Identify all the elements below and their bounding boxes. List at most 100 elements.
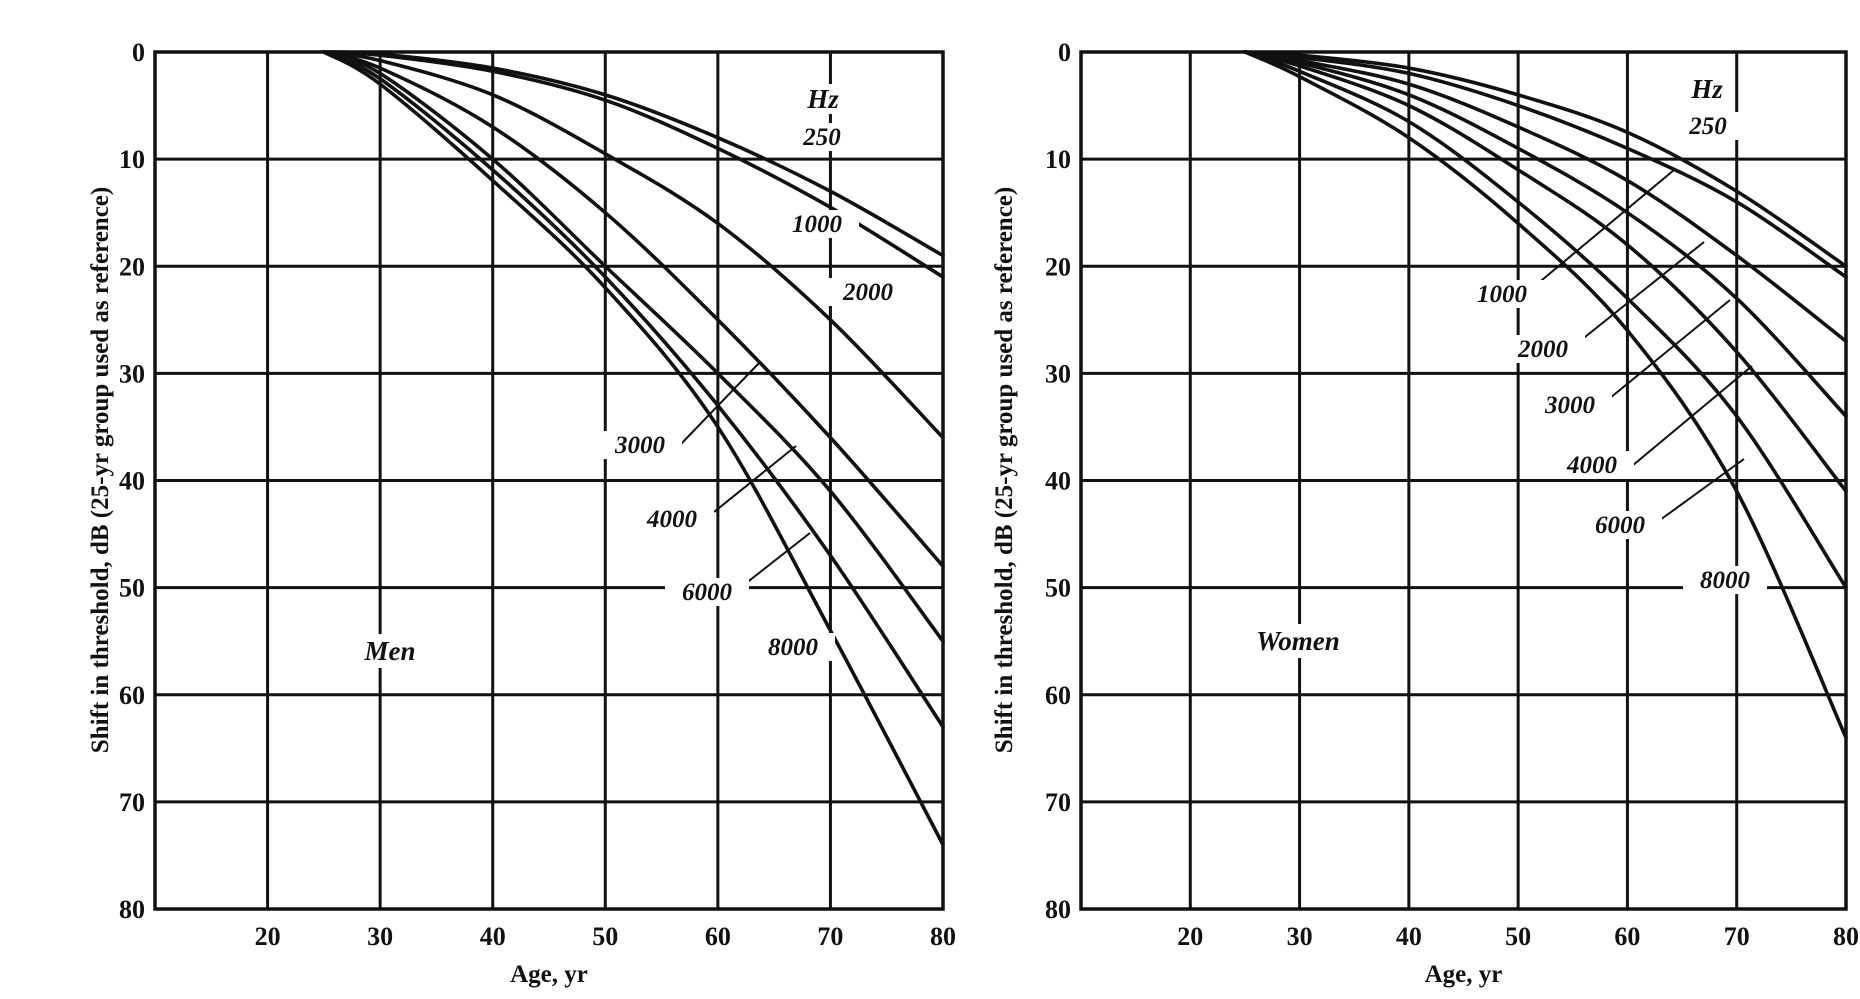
grid (155, 50, 945, 911)
y-axis-label: Shift in threshold, dB (25-yr group used… (87, 187, 114, 753)
series-label-4000: 4000 (646, 506, 698, 533)
series-line-3000-hz (1243, 50, 1848, 419)
chart-panel-women: 0 10 20 30 40 50 60 70 80 20 30 40 50 60 70 80 Age, yr Sh… (991, 38, 1859, 988)
y-tick-label: 70 (119, 788, 145, 817)
x-tick-label: 70 (817, 922, 843, 951)
leader-line (1659, 458, 1745, 521)
y-tick-label: 50 (119, 574, 145, 603)
x-tick-label: 40 (480, 922, 506, 951)
series-label-8000: 8000 (768, 634, 819, 661)
series-lines (1243, 50, 1848, 740)
x-tick-label: 50 (592, 922, 618, 951)
series-line-1000-hz (1243, 50, 1848, 279)
series-label-250: 250 (1688, 113, 1727, 140)
series-line-6000-hz (1243, 50, 1848, 590)
series-line-2000-hz (322, 50, 945, 440)
y-tick-label: 20 (119, 252, 145, 281)
x-tick-label: 20 (1177, 922, 1203, 951)
series-label-background (665, 578, 749, 606)
y-tick-label: 40 (1045, 467, 1071, 496)
x-tick-label: 80 (930, 922, 956, 951)
y-tick-label: 30 (119, 359, 145, 388)
leader-line (1529, 169, 1675, 291)
series-label-background (775, 210, 859, 238)
leader-line (1579, 241, 1705, 342)
series-line-6000-hz (322, 50, 945, 729)
series-label-6000: 6000 (1595, 512, 1646, 539)
series-label-background (826, 278, 910, 306)
x-tick-label: 50 (1505, 922, 1531, 951)
series-label-background (780, 123, 864, 151)
series-label-background (1460, 280, 1544, 308)
y-tick-label: 70 (1045, 788, 1071, 817)
leader-line (1631, 365, 1753, 467)
chart-panel-men: 0 10 20 30 40 50 60 70 80 20 30 40 50 60 70 80 Age, yr Sh… (87, 38, 956, 988)
series-label-background (1578, 511, 1662, 539)
series-label-2000: 2000 (842, 279, 894, 306)
x-tick-label: 20 (255, 922, 281, 951)
x-tick-label: 40 (1396, 922, 1422, 951)
series-label-background (751, 633, 835, 661)
series-label-background (1501, 335, 1585, 363)
panel-label-background (340, 634, 440, 668)
plot-frame (153, 50, 945, 911)
series-label-1000: 1000 (1477, 281, 1528, 308)
legend-title-background (1685, 74, 1729, 104)
y-tick-label: 60 (1045, 681, 1071, 710)
x-axis-label: Age, yr (1425, 961, 1503, 988)
legend-title-background (801, 84, 845, 114)
leader-line (744, 532, 811, 585)
x-axis-label: Age, yr (510, 961, 588, 988)
series-label-background (1683, 566, 1767, 594)
plot-frame (1079, 50, 1848, 911)
series-label-background (598, 431, 682, 459)
y-tick-label: 10 (119, 145, 145, 174)
y-axis-label: Shift in threshold, dB (25-yr group used… (991, 187, 1018, 753)
series-label-3000: 3000 (1544, 392, 1596, 419)
series-line-4000-hz (1243, 50, 1848, 494)
y-tick-label: 50 (1045, 574, 1071, 603)
y-tick-label: 60 (119, 681, 145, 710)
panel-label-background (1248, 624, 1348, 658)
y-tick-label: 40 (119, 467, 145, 496)
y-tick-label: 80 (1045, 895, 1071, 924)
y-tick-label: 80 (119, 895, 145, 924)
series-line-8000-hz (1243, 50, 1848, 740)
series-line-3000-hz (322, 50, 945, 568)
x-tick-label: 60 (705, 922, 731, 951)
series-line-4000-hz (322, 50, 945, 643)
x-tick-label: 30 (1287, 922, 1313, 951)
series-label-background (630, 505, 714, 533)
series-line-250-hz (1243, 50, 1848, 269)
series-label-background (1528, 391, 1612, 419)
x-tick-label: 60 (1614, 922, 1640, 951)
panel-label: Women (1256, 626, 1340, 656)
leader-line (680, 361, 761, 445)
series-label-2000: 2000 (1517, 336, 1569, 363)
series-label-8000: 8000 (1700, 567, 1751, 594)
series-label-6000: 6000 (682, 579, 733, 606)
panel-label: Men (363, 636, 415, 666)
leader-line (1609, 299, 1731, 399)
series-label-1000: 1000 (792, 211, 843, 238)
series-line-2000-hz (1243, 50, 1848, 344)
x-tick-label: 70 (1724, 922, 1750, 951)
series-line-1000-hz (322, 50, 945, 279)
series-label-3000: 3000 (614, 432, 666, 459)
legend-title: Hz (1690, 74, 1723, 104)
series-lines (322, 50, 945, 847)
series-label-background (1666, 112, 1750, 140)
legend-title: Hz (806, 84, 839, 114)
x-tick-label: 30 (367, 922, 393, 951)
y-tick-label: 30 (1045, 359, 1071, 388)
y-tick-label: 0 (1058, 38, 1071, 67)
series-line-8000-hz (322, 50, 945, 847)
series-label-250: 250 (802, 124, 841, 151)
y-tick-label: 10 (1045, 145, 1071, 174)
series-label-background (1550, 451, 1634, 479)
y-tick-label: 0 (132, 38, 145, 67)
series-label-4000: 4000 (1566, 452, 1618, 479)
leader-line (713, 445, 797, 513)
y-tick-label: 20 (1045, 252, 1071, 281)
